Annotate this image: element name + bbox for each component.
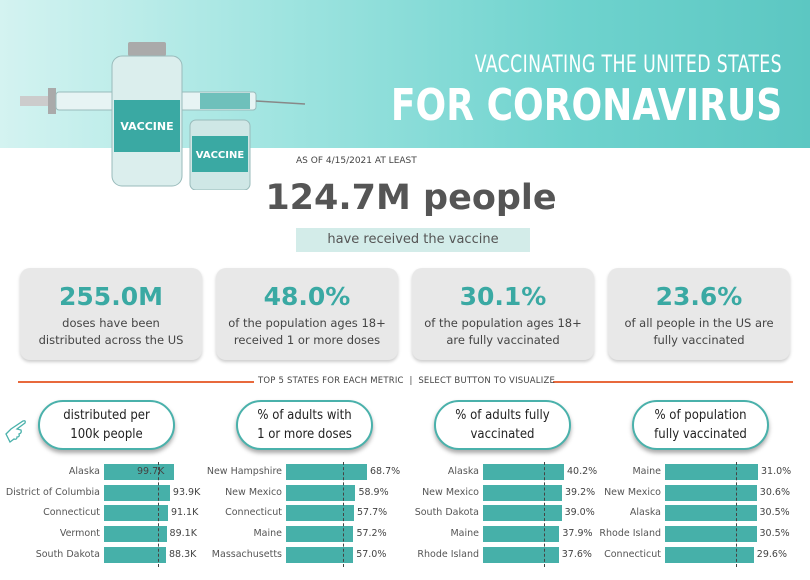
bar-value-label: 88.3K [168, 548, 197, 560]
kpi-value: 30.1% [459, 282, 547, 311]
bar[interactable] [665, 526, 757, 543]
kpi-label: doses have been distributed across the US [38, 316, 184, 347]
bar[interactable] [665, 464, 758, 480]
bar[interactable] [104, 484, 170, 501]
bar-category-label: New Mexico [422, 486, 479, 498]
top5-bar-chart-2: New Hampshire 68.7% New Mexico 58.9% Connect… [0, 462, 810, 567]
metric-button-distributed-per-100k[interactable]: distributed per 100k people [38, 400, 175, 450]
bar[interactable] [286, 526, 354, 543]
bar-value-label: 99.7K [137, 466, 165, 477]
bar-value-label: 57.2% [356, 528, 387, 540]
bar-value-label: 37.6% [561, 548, 592, 560]
bar-category-label: Connecticut [225, 507, 282, 519]
bar-value-label: 30.6% [759, 486, 790, 498]
bar-value-label: 40.2% [567, 466, 598, 477]
headline-subtext: have received the vaccine [296, 228, 530, 252]
bar[interactable] [104, 546, 166, 563]
bar-value-label: 58.9% [358, 486, 389, 498]
bar-value-label: 29.6% [756, 548, 787, 560]
vaccine-illustration: VACCINE VACCINE [20, 42, 306, 190]
bar-category-label: District of Columbia [5, 486, 100, 498]
as-of-date: AS OF 4/15/2021 AT LEAST [296, 156, 417, 166]
bar-category-label: New Mexico [604, 486, 661, 498]
bar[interactable] [483, 505, 562, 522]
vial-label-back: VACCINE [196, 150, 245, 161]
bar[interactable] [483, 526, 560, 543]
bar[interactable] [483, 484, 562, 501]
kpi-label: of the population ages 18+ received 1 or … [228, 316, 386, 347]
bar-value-label: 68.7% [370, 466, 401, 477]
bar-category-label: Connecticut [604, 548, 661, 560]
reference-line [158, 462, 160, 567]
bar-category-label: Maine [253, 528, 282, 540]
bar-category-label: South Dakota [414, 507, 479, 519]
bar[interactable] [104, 505, 168, 522]
bar[interactable] [665, 505, 757, 522]
kpi-card-population-full: 23.6% of all people in the US are fully va… [608, 268, 790, 360]
bar[interactable] [286, 505, 355, 522]
kpi-card-adults-full: 30.1% of the population ages 18+ are fully… [412, 268, 594, 360]
kpi-label: of the population ages 18+ are fully vacc… [424, 316, 582, 347]
bar-category-label: Maine [632, 466, 661, 477]
metric-button-adults-fully-vaccinated[interactable]: % of adults fully vaccinated [434, 400, 571, 450]
divider-right [553, 381, 793, 383]
bar[interactable] [286, 464, 367, 480]
bar-value-label: 57.7% [357, 507, 388, 519]
bar-category-label: New Hampshire [206, 466, 282, 477]
bar[interactable] [665, 484, 757, 501]
pointing-hand-icon [5, 420, 26, 443]
bar[interactable] [104, 526, 167, 543]
kpi-card-adults-one-dose: 48.0% of the population ages 18+ received … [216, 268, 398, 360]
header-title: FOR CORONAVIRUS [390, 80, 782, 131]
bar-value-label: 37.9% [562, 528, 593, 540]
bar-category-label: Rhode Island [417, 548, 479, 560]
bar[interactable] [286, 546, 354, 563]
bar-value-label: 30.5% [759, 507, 790, 519]
header-subtitle: VACCINATING THE UNITED STATES [474, 50, 782, 78]
bar-value-label: 39.2% [564, 486, 596, 498]
bar-value-label: 30.5% [759, 528, 790, 540]
bar-value-label: 89.1K [169, 528, 197, 540]
bar[interactable] [483, 546, 559, 563]
metric-button-population-fully-vaccinated[interactable]: % of population fully vaccinated [632, 400, 769, 450]
kpi-value: 23.6% [655, 282, 743, 311]
bar-category-label: South Dakota [35, 548, 100, 560]
bar-category-label: Connecticut [43, 507, 100, 519]
metric-button-adults-one-dose[interactable]: % of adults with 1 or more doses [236, 400, 373, 450]
bar-value-label: 93.9K [172, 486, 201, 498]
instruction-text: TOP 5 STATES FOR EACH METRIC | SELECT BU… [258, 376, 556, 386]
reference-line [735, 462, 737, 567]
kpi-value: 48.0% [263, 282, 351, 311]
divider-left [18, 381, 254, 383]
bar-value-label: 39.0% [564, 507, 595, 519]
bar-category-label: New Mexico [225, 486, 282, 498]
headline-value: 124.7M people [265, 178, 557, 218]
bar[interactable] [665, 546, 754, 563]
bar-value-label: 57.0% [356, 548, 387, 560]
reference-line [342, 462, 344, 567]
bar-category-label: Alaska [629, 507, 661, 519]
reference-line [543, 462, 545, 567]
top5-bar-chart-1: Alaska 99.7K District of Columbia 93.9K Conn… [0, 462, 810, 567]
top5-bar-chart-4: Maine 31.0% New Mexico 30.6% Alaska 30.5% Rhod… [0, 462, 810, 567]
vial-label: VACCINE [120, 120, 173, 133]
bar-category-label: Alaska [447, 466, 479, 477]
bar-category-label: Rhode Island [599, 528, 661, 540]
bar-value-label: 91.1K [170, 507, 199, 519]
kpi-label: of all people in the US are fully vaccina… [624, 316, 774, 347]
bar-category-label: Maine [450, 528, 479, 540]
top5-bar-chart-3: Alaska 40.2% New Mexico 39.2% South Dakota 39… [0, 462, 810, 567]
bar-category-label: Alaska [68, 466, 100, 477]
bar[interactable] [104, 464, 174, 480]
bar-category-label: Massachusetts [211, 548, 282, 560]
kpi-value: 255.0M [59, 282, 163, 311]
bar[interactable] [286, 484, 356, 501]
kpi-card-doses: 255.0M doses have been distributed across … [20, 268, 202, 360]
bar-value-label: 31.0% [761, 466, 792, 477]
bar-category-label: Vermont [59, 528, 100, 540]
